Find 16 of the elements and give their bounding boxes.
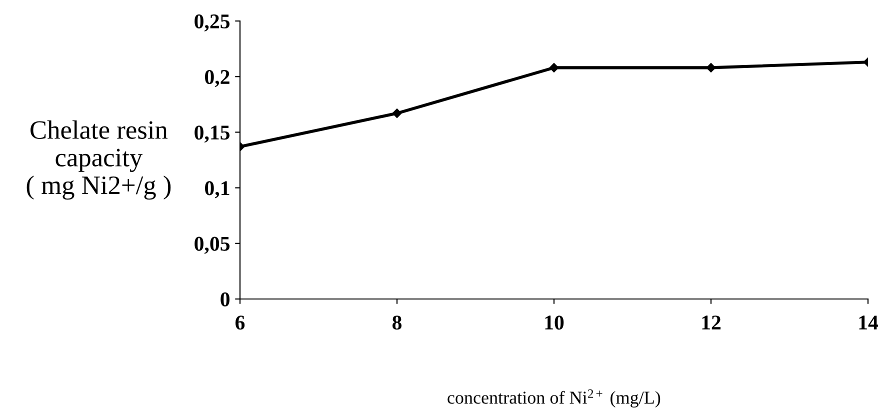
y-tick-label: 0 xyxy=(220,292,230,306)
x-axis-title: concentration of Ni$^{2+}$ (mg/L) xyxy=(448,389,660,408)
y-tick-label: 0,1 xyxy=(205,181,230,198)
y-tick-label: 0,2 xyxy=(205,70,230,88)
x-tick-label: 6 xyxy=(236,316,245,330)
y-tick-label: 0,25 xyxy=(194,14,230,32)
x-tick-label: 10 xyxy=(545,316,564,330)
point xyxy=(392,108,402,118)
point xyxy=(549,63,559,72)
x-tick-label: 12 xyxy=(702,316,721,330)
x-tick-label: 14 xyxy=(859,316,878,330)
y-axis-title: Chelate resin capacity ( mg Ni2+/g ) xyxy=(26,120,171,200)
y-tick-label: 0,15 xyxy=(194,126,230,143)
y-tick-label: 0,05 xyxy=(194,236,230,254)
point xyxy=(706,63,716,72)
x-tick-label: 8 xyxy=(392,316,402,330)
